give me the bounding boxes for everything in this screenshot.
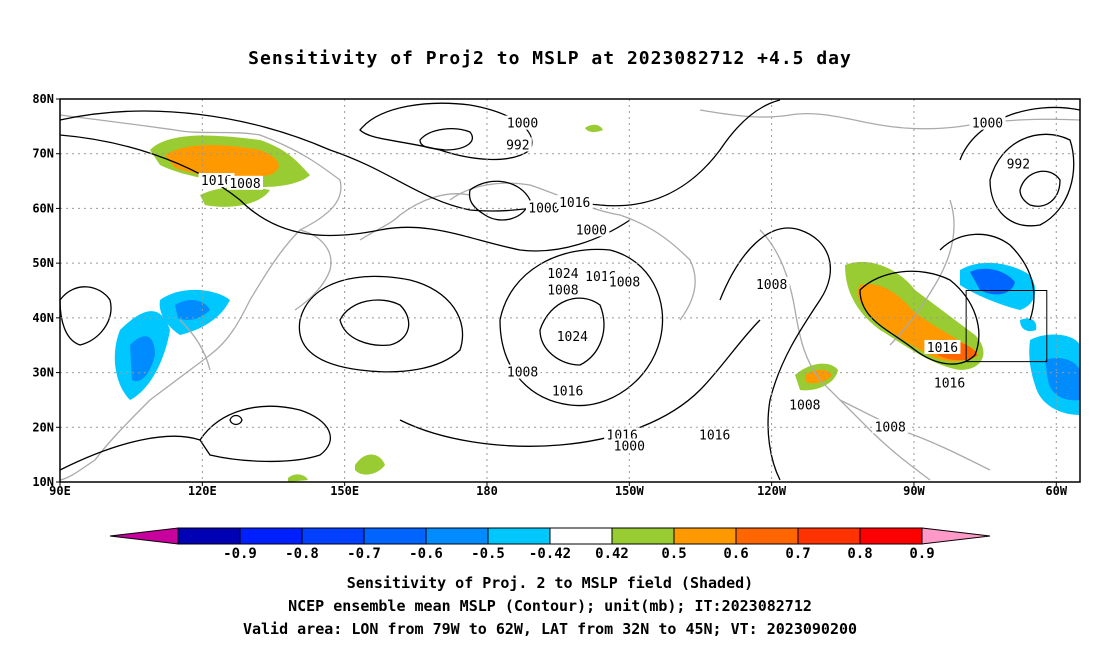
contour-label-bg — [504, 115, 541, 130]
lat-tick-label: 80N — [32, 92, 54, 106]
contour-label-bg — [931, 375, 968, 390]
colorbar-box — [487, 527, 551, 545]
contour-label: 1000 — [972, 117, 1003, 132]
lon-tick-label: 90E — [49, 484, 71, 498]
lon-tick-label: 150W — [615, 484, 645, 498]
lat-tick-label: 70N — [32, 147, 54, 161]
colorbar-box — [797, 527, 861, 545]
colorbar-box — [673, 527, 737, 545]
colorbar-label: 0.42 — [595, 546, 629, 562]
contour-label-bg — [549, 383, 586, 398]
contour-label-bg — [786, 397, 823, 412]
colorbar-label: -0.6 — [409, 546, 443, 562]
contour-label: 1008 — [229, 177, 260, 192]
contour-label: 1000 — [507, 117, 538, 132]
lat-tick-label: 10N — [32, 475, 54, 489]
contour-label-bg — [504, 364, 541, 379]
latitude-labels: 80N 70N 60N 50N 40N 30N 20N 10N — [32, 92, 60, 489]
contour-label: 1008 — [547, 284, 578, 299]
contour-label-bg — [544, 266, 581, 281]
contour-label-bg — [1004, 156, 1033, 171]
colorbar-label: -0.42 — [529, 546, 571, 562]
contour-label-bg — [753, 277, 790, 292]
colorbar-box — [549, 527, 613, 545]
lat-tick-label: 20N — [32, 420, 54, 434]
contour-label-bg — [503, 137, 532, 152]
contour-label: 1008 — [507, 366, 538, 381]
longitude-labels: 90E 120E 150E 180 150W 120W 90W 60W — [49, 482, 1068, 498]
frame-rect — [59, 98, 1081, 483]
lon-tick-label: 180 — [476, 484, 498, 498]
contour-label-bg — [924, 339, 961, 354]
contour-label: 992 — [506, 139, 529, 154]
colorbar-label: 0.6 — [723, 546, 748, 562]
colorbar-box — [859, 527, 923, 545]
colorbar-right-triangle — [921, 527, 991, 545]
colorbar-label: 0.9 — [909, 546, 934, 562]
contour-label-bg — [525, 200, 562, 215]
contour-label: 1000 — [528, 201, 559, 216]
colorbar-box — [735, 527, 799, 545]
contour-labels: 1000992101610081000100010161008101610241… — [198, 115, 1033, 454]
colorbar-label: 0.7 — [785, 546, 810, 562]
map-frame — [59, 98, 1081, 483]
valid-area-box — [965, 290, 1048, 363]
contour-label-bg — [554, 329, 591, 344]
caption-line-3: Valid area: LON from 79W to 62W, LAT fro… — [242, 620, 858, 638]
colorbar-label: -0.5 — [471, 546, 505, 562]
contour-label: 1016 — [559, 196, 590, 211]
lon-tick-label: 90W — [903, 484, 925, 498]
contour-label: 1000 — [576, 223, 607, 238]
contour-label: 1016 — [934, 377, 965, 392]
contour-label-bg — [969, 115, 1006, 130]
colorbar-box — [177, 527, 241, 545]
lat-tick-label: 30N — [32, 366, 54, 380]
colorbar-label: 0.8 — [847, 546, 872, 562]
contour-label: 1008 — [875, 420, 906, 435]
contour-label-bg — [556, 194, 593, 209]
contour-label: 1016 — [699, 428, 730, 443]
colorbar-box — [363, 527, 427, 545]
contour-label-bg — [606, 274, 643, 289]
contour-label: 992 — [1007, 158, 1030, 173]
map-title: Sensitivity of Proj2 to MSLP at 20230827… — [248, 48, 852, 69]
contour-label-bg — [198, 173, 235, 188]
caption-line-2: NCEP ensemble mean MSLP (Contour); unit(… — [288, 597, 812, 615]
contour-label-bg — [872, 419, 909, 434]
colorbar-label: -0.9 — [223, 546, 257, 562]
contour-label: 1008 — [609, 275, 640, 290]
contour-label: 1024 — [557, 330, 588, 345]
colorbar-box — [611, 527, 675, 545]
contour-label-bg — [611, 438, 648, 453]
colorbar-label: -0.8 — [285, 546, 319, 562]
contour-label: 1008 — [789, 398, 820, 413]
contour-label-bg — [227, 175, 264, 190]
colorbar-box — [425, 527, 489, 545]
colorbar-left-triangle — [109, 527, 179, 545]
contour-label-bg — [696, 427, 733, 442]
colorbar: -0.9 -0.8 -0.7 -0.6 -0.5 -0.42 0.42 0.5 0.6 0.7 0.… — [109, 527, 991, 562]
lat-tick-label: 50N — [32, 256, 54, 270]
caption-line-1: Sensitivity of Proj. 2 to MSLP field (Sh… — [346, 574, 754, 592]
colorbar-box — [301, 527, 365, 545]
lat-tick-label: 40N — [32, 311, 54, 325]
lat-tick-label: 60N — [32, 201, 54, 215]
contour-label: 1008 — [756, 278, 787, 293]
contour-label-bg — [544, 282, 581, 297]
lon-tick-label: 120E — [188, 484, 217, 498]
colorbar-label: -0.7 — [347, 546, 381, 562]
lon-tick-label: 60W — [1045, 484, 1067, 498]
lon-tick-label: 150E — [330, 484, 359, 498]
contour-label: 1000 — [614, 439, 645, 454]
lon-tick-label: 120W — [757, 484, 787, 498]
colorbar-box — [239, 527, 303, 545]
contour-label-bg — [573, 222, 610, 237]
contour-label: 1016 — [552, 385, 583, 400]
colorbar-label: 0.5 — [661, 546, 686, 562]
contour-label: 1016 — [201, 174, 232, 189]
contour-label: 1016 — [927, 341, 958, 356]
contour-label: 1024 — [547, 267, 578, 282]
contour-label-bg — [604, 427, 641, 442]
